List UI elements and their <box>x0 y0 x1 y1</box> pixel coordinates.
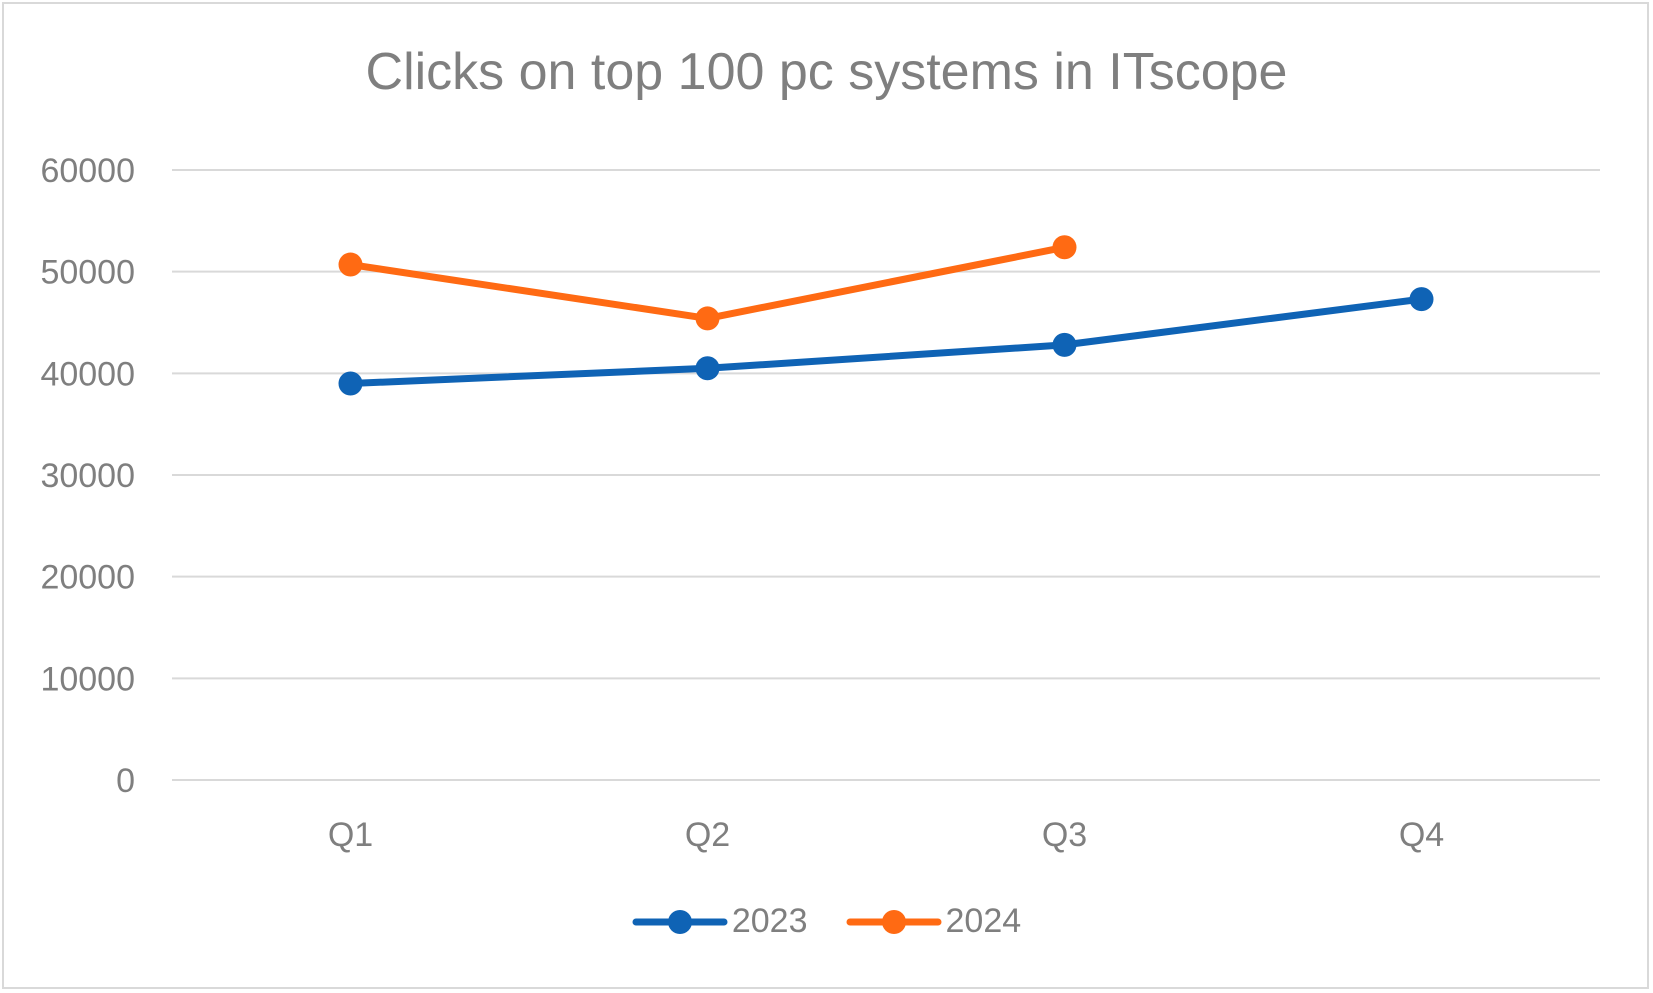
legend-label: 2023 <box>731 902 808 940</box>
x-tick-label: Q4 <box>1399 816 1444 854</box>
y-tick-label: 10000 <box>40 660 135 698</box>
x-tick-label: Q3 <box>1042 816 1087 854</box>
data-point-2023-Q3 <box>1052 332 1077 357</box>
y-axis-ticks: 0 10000 20000 30000 40000 50000 60000 <box>40 152 135 800</box>
x-tick-label: Q1 <box>328 816 373 854</box>
y-tick-label: 50000 <box>40 254 135 292</box>
legend-label: 2024 <box>945 902 1022 940</box>
data-point-2023-Q2 <box>695 356 720 381</box>
series-group <box>338 235 1434 396</box>
x-axis-ticks: Q1 Q2 Q3 Q4 <box>328 816 1444 854</box>
legend-swatch-2024 <box>846 909 941 934</box>
legend-swatch-marker <box>667 909 692 934</box>
y-tick-label: 0 <box>116 762 135 800</box>
y-tick-label: 30000 <box>40 457 135 495</box>
legend-item-2023: 2023 <box>632 902 808 941</box>
legend-item-2024: 2024 <box>846 902 1022 941</box>
series-line-2023 <box>347 295 1425 387</box>
data-point-2024-Q2 <box>695 306 720 331</box>
data-point-2024-Q3 <box>1052 235 1077 260</box>
legend-swatch-2023 <box>632 909 728 934</box>
gridlines <box>172 169 1600 781</box>
legend-swatch-marker <box>881 909 906 934</box>
data-point-2023-Q4 <box>1409 287 1434 312</box>
y-tick-label: 20000 <box>40 559 135 597</box>
data-point-2023-Q1 <box>338 371 363 396</box>
y-tick-label: 60000 <box>40 152 135 190</box>
y-tick-label: 40000 <box>40 355 135 393</box>
legend: 2023 2024 <box>0 902 1653 941</box>
data-point-2024-Q1 <box>338 252 363 277</box>
chart-title: Clicks on top 100 pc systems in ITscope <box>365 43 1288 101</box>
x-tick-label: Q2 <box>685 816 730 854</box>
